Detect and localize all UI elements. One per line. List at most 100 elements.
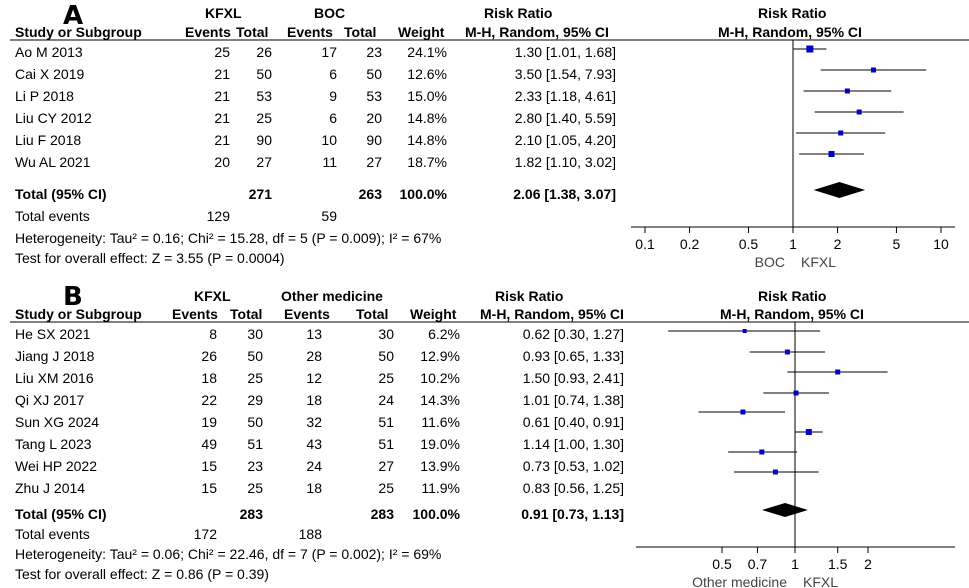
- panel-b-col-method: M-H, Random, 95% CI: [480, 306, 624, 322]
- risk-ratio-ci: 0.83 [0.56, 1.25]: [522, 480, 624, 496]
- exp-events: 21: [214, 66, 230, 82]
- panel-b-exp-group: KFXL: [194, 288, 231, 304]
- panel-a-total-events-ctrl: 59: [321, 208, 337, 224]
- pooled-diamond: [813, 182, 866, 198]
- study-point: [805, 429, 812, 435]
- panel-a-total-label: Total (95% CI): [15, 186, 107, 202]
- ctrl-total: 27: [378, 458, 394, 474]
- panel-b-total-weight: 100.0%: [412, 506, 460, 522]
- weight: 11.9%: [421, 480, 460, 496]
- panel-b-label: B: [63, 282, 83, 312]
- pooled-diamond: [761, 503, 808, 517]
- exp-events: 8: [209, 326, 217, 342]
- weight: 11.6%: [421, 414, 460, 430]
- exp-total: 25: [247, 370, 263, 386]
- ctrl-total: 51: [378, 414, 394, 430]
- weight: 18.7%: [407, 154, 447, 170]
- study-point: [793, 390, 799, 396]
- x-tick-label: 0.5: [712, 556, 732, 572]
- risk-ratio-ci: 2.33 [1.18, 4.61]: [514, 88, 616, 104]
- panel-a-plot-title: Risk Ratio: [758, 5, 827, 21]
- x-tick-label: 1: [789, 236, 797, 252]
- exp-events: 25: [214, 44, 230, 60]
- panel-a-heterogeneity: Heterogeneity: Tau² = 0.16; Chi² = 15.28…: [15, 230, 442, 246]
- study-point: [784, 349, 790, 355]
- exp-total: 51: [247, 436, 263, 452]
- panel-b-heterogeneity: Heterogeneity: Tau² = 0.06; Chi² = 22.46…: [15, 546, 442, 562]
- study-name: Cai X 2019: [15, 66, 85, 82]
- study-point: [835, 369, 841, 375]
- study-point: [772, 469, 778, 475]
- panel-b-rr-title: Risk Ratio: [495, 288, 564, 304]
- panel-b-col-ctrl-events: Events: [284, 306, 330, 322]
- panel-a-total-ci: 2.06 [1.38, 3.07]: [513, 186, 616, 202]
- panel-a-ctrl-group: BOC: [314, 5, 346, 21]
- study-name: Liu CY 2012: [15, 110, 92, 126]
- ctrl-events: 11: [322, 154, 337, 170]
- ctrl-events: 6: [329, 110, 337, 126]
- exp-total: 53: [256, 88, 272, 104]
- exp-total: 50: [247, 348, 263, 364]
- exp-total: 29: [247, 392, 263, 408]
- favours-left-label: BOC: [755, 254, 785, 270]
- panel-b-total-ctrl: 283: [370, 506, 394, 522]
- study-point: [828, 151, 835, 157]
- exp-events: 15: [201, 458, 217, 474]
- ctrl-events: 9: [329, 88, 337, 104]
- ctrl-events: 17: [321, 44, 337, 60]
- table-rules: [10, 39, 969, 323]
- ctrl-total: 30: [378, 326, 394, 342]
- panel-b-col-exp-total: Total: [230, 306, 263, 322]
- favours-left-label: Other medicine: [692, 574, 787, 588]
- study-name: Zhu J 2014: [15, 480, 86, 496]
- panel-b-total-exp: 283: [239, 506, 263, 522]
- x-tick-label: 0.1: [635, 236, 655, 252]
- exp-total: 50: [256, 66, 272, 82]
- exp-total: 50: [247, 414, 263, 430]
- weight: 13.9%: [420, 458, 460, 474]
- panel-a-col-ctrl-total: Total: [344, 24, 377, 40]
- risk-ratio-ci: 0.73 [0.53, 1.02]: [522, 458, 624, 474]
- panel-a-total-weight: 100.0%: [399, 186, 447, 202]
- ctrl-events: 12: [306, 370, 322, 386]
- panel-b-plot-title: Risk Ratio: [758, 288, 827, 304]
- panel-b-total-events-exp: 172: [193, 526, 217, 542]
- panel-b-forest-plot: 0.5 0.7 1 1.5 2 Other medicine KFXL: [636, 322, 955, 588]
- exp-total: 25: [256, 110, 272, 126]
- weight: 14.8%: [407, 132, 447, 148]
- exp-events: 19: [201, 414, 217, 430]
- exp-events: 22: [201, 392, 217, 408]
- ctrl-events: 13: [306, 326, 322, 342]
- study-point: [740, 409, 746, 415]
- ctrl-total: 20: [366, 110, 382, 126]
- ctrl-total: 90: [366, 132, 382, 148]
- study-name: Ao M 2013: [15, 44, 83, 60]
- x-tick-label: 1.5: [828, 556, 848, 572]
- weight: 14.8%: [407, 110, 447, 126]
- study-name: Liu F 2018: [15, 132, 82, 148]
- panel-a-total-exp: 271: [248, 186, 272, 202]
- risk-ratio-ci: 1.14 [1.00, 1.30]: [522, 436, 624, 452]
- favours-right-label: KFXL: [803, 574, 838, 588]
- ctrl-events: 10: [321, 132, 337, 148]
- ctrl-total: 51: [378, 436, 394, 452]
- panel-a-col-method: M-H, Random, 95% CI: [465, 24, 609, 40]
- weight: 12.9%: [420, 348, 460, 364]
- study-name: Jiang J 2018: [15, 348, 95, 364]
- ctrl-total: 53: [366, 88, 382, 104]
- exp-events: 26: [201, 348, 217, 364]
- panel-b-col-study: Study or Subgroup: [15, 306, 142, 322]
- weight: 6.2%: [428, 326, 460, 342]
- ctrl-events: 6: [329, 66, 337, 82]
- ctrl-events: 24: [306, 458, 322, 474]
- study-name: Wei HP 2022: [15, 458, 97, 474]
- x-tick-label: 2: [834, 236, 842, 252]
- risk-ratio-ci: 3.50 [1.54, 7.93]: [514, 66, 616, 82]
- ctrl-total: 23: [366, 44, 382, 60]
- weight: 19.0%: [420, 436, 460, 452]
- exp-events: 18: [201, 370, 217, 386]
- x-tick-label: 0.7: [748, 556, 768, 572]
- study-name: Li P 2018: [15, 88, 74, 104]
- exp-total: 23: [247, 458, 263, 474]
